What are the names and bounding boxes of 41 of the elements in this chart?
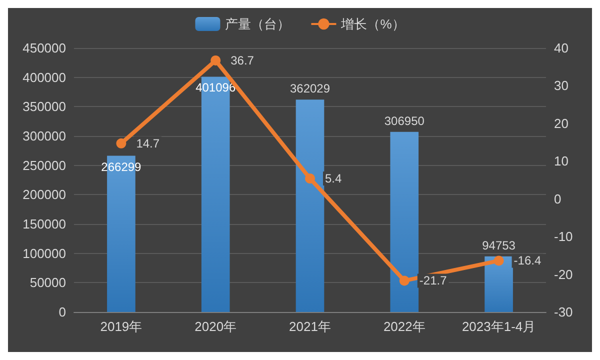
bar [296, 100, 324, 312]
y-tick-label: 0 [58, 304, 66, 320]
data-label: 362029 [290, 82, 330, 96]
legend-label: 产量（台） [225, 16, 290, 32]
point [116, 138, 126, 148]
y-tick-label: 50000 [30, 275, 66, 290]
data-label: 94753 [482, 238, 516, 252]
y-tick-label: 200000 [22, 187, 66, 202]
bar [390, 132, 419, 312]
data-label: 5.4 [325, 171, 342, 186]
y2-tick-label: 10 [554, 154, 568, 169]
data-label: -16.4 [514, 254, 542, 268]
y-tick-label: 350000 [22, 99, 66, 114]
y-tick-label: 400000 [22, 70, 66, 85]
data-label: 36.7 [230, 53, 254, 68]
y2-tick-label: 0 [554, 191, 562, 206]
legend-label: 增长（%） [340, 16, 405, 32]
y2-tick-label: -30 [554, 304, 573, 320]
y2-tick-label: -20 [554, 266, 573, 282]
y-tick-label: 100000 [22, 246, 66, 261]
point [305, 173, 315, 184]
point [399, 276, 410, 286]
data-label: 306950 [384, 114, 425, 128]
y-tick-label: 300000 [22, 128, 66, 144]
y2-tick-label: -10 [554, 229, 573, 244]
y2-tick-label: 20 [554, 116, 568, 131]
y-tick-label: 250000 [22, 158, 66, 173]
data-label: -21.7 [419, 274, 448, 288]
point [210, 55, 221, 66]
y2-tick-label: 40 [554, 40, 568, 56]
x-tick-label: 2023年1-4月 [462, 319, 536, 334]
y2-tick-label: 30 [554, 78, 568, 94]
point [494, 256, 504, 266]
x-tick-label: 2020年 [194, 319, 237, 334]
x-tick-label: 2022年 [383, 319, 426, 334]
y-tick-label: 150000 [22, 216, 66, 232]
x-tick-label: 2019年 [100, 319, 142, 334]
x-tick-label: 2021年 [289, 319, 331, 334]
data-label: 14.7 [136, 136, 160, 150]
y-tick-label: 450000 [22, 40, 66, 56]
bar [484, 256, 513, 312]
